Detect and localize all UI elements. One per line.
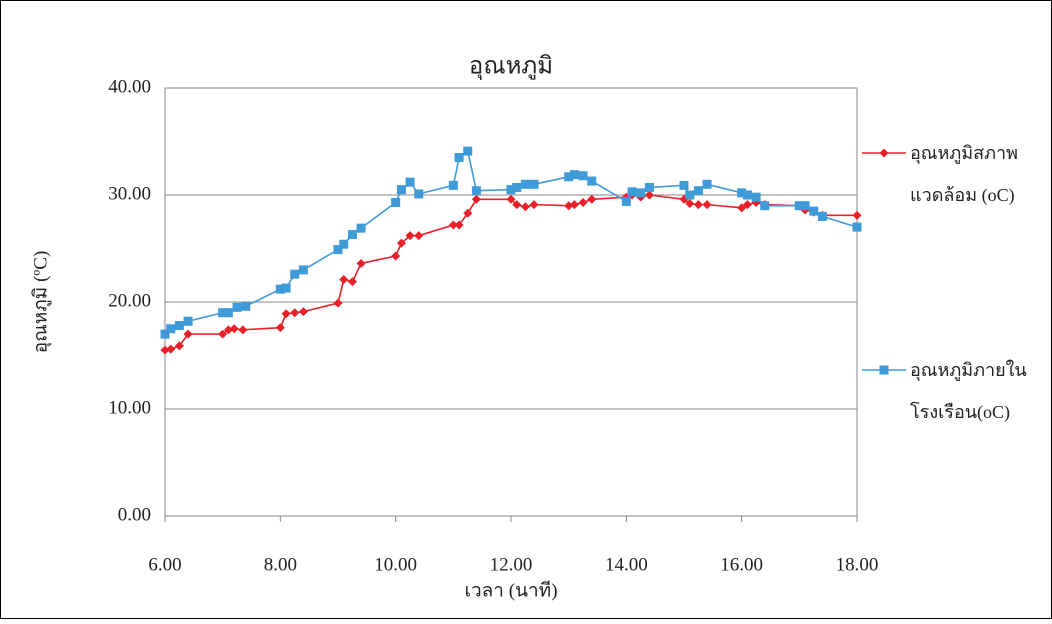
x-tick-label: 14.00 [605, 554, 648, 575]
data-point [166, 324, 175, 333]
data-point [521, 180, 530, 189]
data-point [406, 178, 415, 187]
data-point [348, 230, 357, 239]
data-point [299, 265, 308, 274]
page: อุณหภูมิ เวลา (นาที) อุณหภูมิ (ºC) 0.00 1… [0, 0, 1052, 619]
legend-box: อุณหภูมิสภาพแวดล้อม (oC) [910, 132, 1048, 262]
x-tick-label: 8.00 [264, 554, 297, 575]
x-tick-label: 16.00 [720, 554, 763, 575]
data-point [391, 198, 400, 207]
legend-label: อุณหภูมิสภาพแวดล้อม (oC) [910, 132, 1048, 216]
x-tick-label: 18.00 [836, 554, 879, 575]
y-tick-label: 30.00 [108, 183, 151, 204]
data-point [397, 185, 406, 194]
x-tick-label: 12.00 [490, 554, 533, 575]
data-point [241, 302, 250, 311]
data-point [175, 321, 184, 330]
data-point [184, 317, 193, 326]
data-point [694, 186, 703, 195]
data-point [463, 147, 472, 156]
chart-border [1, 1, 1052, 619]
data-point [357, 224, 366, 233]
x-tick-label: 10.00 [374, 554, 417, 575]
data-point [339, 240, 348, 249]
data-point [512, 183, 521, 192]
chart: อุณหภูมิ เวลา (นาที) อุณหภูมิ (ºC) 0.00 1… [0, 0, 1052, 619]
x-axis-label: เวลา (นาที) [464, 579, 557, 601]
y-tick-label: 40.00 [108, 76, 151, 97]
data-point [530, 180, 539, 189]
data-point [282, 284, 291, 293]
data-point [809, 207, 818, 216]
chart-title: อุณหภูมิ [469, 54, 553, 81]
data-point [414, 189, 423, 198]
data-point [636, 188, 645, 197]
data-point [472, 186, 481, 195]
data-point [685, 191, 694, 200]
data-point [760, 201, 769, 210]
data-point [290, 270, 299, 279]
data-point [743, 191, 752, 200]
data-point [224, 308, 233, 317]
data-point [628, 187, 637, 196]
data-point [579, 171, 588, 180]
y-tick-label: 10.00 [108, 397, 151, 418]
data-point [233, 303, 242, 312]
y-tick-label: 20.00 [108, 290, 151, 311]
legend-box: อุณหภูมิภายในโรงเรือน(oC) [910, 349, 1048, 479]
data-point [449, 181, 458, 190]
data-point [622, 197, 631, 206]
data-point [570, 170, 579, 179]
y-axis-label: อุณหภูมิ (ºC) [30, 251, 52, 354]
x-tick-label: 6.00 [148, 554, 181, 575]
y-tick-label: 0.00 [118, 504, 151, 525]
data-point [818, 212, 827, 221]
data-point [801, 201, 810, 210]
data-point [853, 223, 862, 232]
data-point [645, 183, 654, 192]
data-point [752, 193, 761, 202]
data-point [455, 153, 464, 162]
legend-marker [880, 366, 889, 375]
legend-label: อุณหภูมิภายในโรงเรือน(oC) [910, 349, 1048, 433]
data-point [680, 181, 689, 190]
data-point [587, 177, 596, 186]
data-point [703, 180, 712, 189]
